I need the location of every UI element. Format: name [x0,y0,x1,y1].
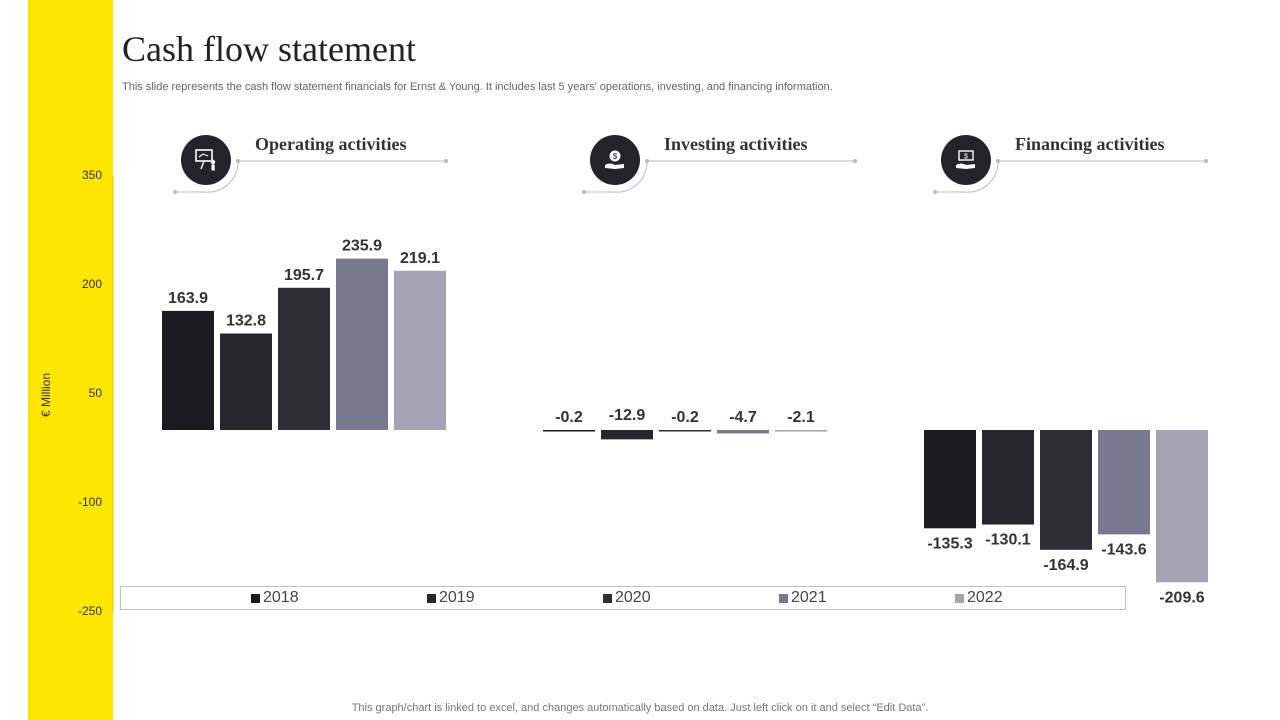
data-label: 235.9 [342,238,382,255]
bar-2020 [659,430,711,432]
legend-label: 2018 [263,589,299,607]
bar-2018 [924,430,976,528]
legend-item-2020: 2020 [603,589,651,607]
data-label: -164.9 [1043,557,1088,574]
data-label: -12.9 [609,407,646,424]
bar-2022 [394,271,446,430]
connector-dot [582,190,586,194]
legend-swatch [251,594,260,603]
legend-item-2019: 2019 [427,589,475,607]
data-label: -135.3 [927,535,972,552]
bar-2018 [543,430,595,432]
data-label: 132.8 [226,312,266,329]
connector-dot [853,159,857,163]
data-label: -209.6 [1159,589,1204,606]
legend-swatch [955,594,964,603]
connector-dot [933,190,937,194]
bar-2022 [1156,430,1208,582]
bar-2018 [162,311,214,430]
legend-label: 2019 [439,589,475,607]
data-label: 219.1 [400,250,440,267]
footer-note: This graph/chart is linked to excel, and… [0,702,1280,714]
data-label: -4.7 [729,409,757,426]
legend-label: 2022 [967,589,1003,607]
chart-legend: 2018 2019 2020 2021 2022 [120,586,1126,610]
data-label: -130.1 [985,532,1030,549]
legend-label: 2020 [615,589,651,607]
section-connector-arc [935,161,998,192]
bar-2021 [1098,430,1150,534]
data-label: -2.1 [787,409,815,426]
connector-dot [173,190,177,194]
bar-2019 [982,430,1034,525]
legend-swatch [427,594,436,603]
data-label: 163.9 [168,290,208,307]
data-label: -143.6 [1101,541,1146,558]
section-connector-arc [175,161,238,192]
legend-item-2022: 2022 [955,589,1003,607]
legend-label: 2021 [791,589,827,607]
connector-dot [1204,159,1208,163]
data-label: -0.2 [555,409,583,426]
legend-swatch [779,594,788,603]
bar-2019 [220,333,272,430]
legend-item-2021: 2021 [779,589,827,607]
bar-2021 [336,259,388,430]
legend-swatch [603,594,612,603]
bar-2020 [278,288,330,430]
data-label: 195.7 [284,267,324,284]
bar-2019 [601,430,653,439]
legend-item-2018: 2018 [251,589,299,607]
data-label: -0.2 [671,409,699,426]
bar-2020 [1040,430,1092,550]
connector-dot [444,159,448,163]
bar-2022 [775,430,827,432]
bar-2021 [717,430,769,433]
section-connector-arc [584,161,647,192]
